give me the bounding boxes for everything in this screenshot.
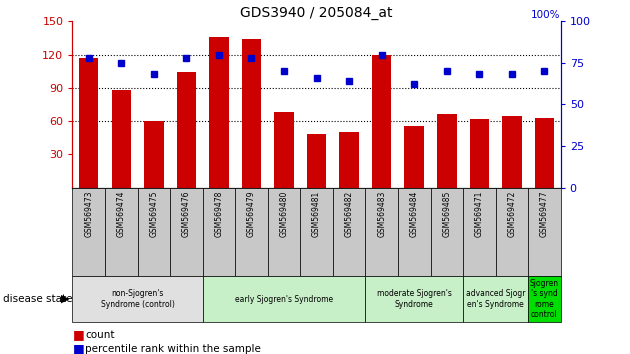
Text: GSM569483: GSM569483 (377, 190, 386, 237)
Text: non-Sjogren's
Syndrome (control): non-Sjogren's Syndrome (control) (101, 290, 175, 309)
Bar (463, 188, 496, 276)
Text: disease state: disease state (3, 294, 72, 304)
Text: 100%: 100% (531, 10, 561, 19)
Bar (496, 188, 528, 276)
Bar (203, 188, 235, 276)
Text: GSM569476: GSM569476 (182, 190, 191, 237)
Bar (79, 58, 98, 188)
Text: ▶: ▶ (60, 294, 69, 304)
Text: GSM569478: GSM569478 (214, 190, 224, 237)
Text: early Sjogren's Syndrome: early Sjogren's Syndrome (235, 295, 333, 304)
Bar (176, 72, 196, 188)
Bar (72, 188, 105, 276)
Text: GSM569484: GSM569484 (410, 190, 419, 237)
Bar (528, 276, 561, 322)
Bar (340, 132, 359, 188)
Bar (209, 37, 229, 188)
Text: ■: ■ (72, 342, 84, 354)
Bar (463, 276, 528, 322)
Bar (372, 55, 391, 188)
Text: GSM569477: GSM569477 (540, 190, 549, 237)
Bar (274, 112, 294, 188)
Bar (469, 119, 489, 188)
Bar (365, 276, 463, 322)
Bar (535, 118, 554, 188)
Bar (437, 114, 457, 188)
Bar (235, 188, 268, 276)
Text: GSM569479: GSM569479 (247, 190, 256, 237)
Text: Sjogren
's synd
rome
control: Sjogren 's synd rome control (530, 279, 559, 319)
Text: GSM569475: GSM569475 (149, 190, 158, 237)
Bar (333, 188, 365, 276)
Bar (72, 276, 203, 322)
Bar (105, 188, 137, 276)
Text: GSM569485: GSM569485 (442, 190, 451, 237)
Text: GSM569471: GSM569471 (475, 190, 484, 237)
Text: GSM569473: GSM569473 (84, 190, 93, 237)
Bar (170, 188, 203, 276)
Bar (365, 188, 398, 276)
Bar (242, 39, 261, 188)
Text: moderate Sjogren's
Syndrome: moderate Sjogren's Syndrome (377, 290, 452, 309)
Bar (398, 188, 430, 276)
Text: ■: ■ (72, 328, 84, 341)
Bar (502, 115, 522, 188)
Text: GSM569482: GSM569482 (345, 190, 353, 236)
Bar (137, 188, 170, 276)
Bar (203, 276, 365, 322)
Bar (430, 188, 463, 276)
Bar (307, 135, 326, 188)
Text: GSM569472: GSM569472 (507, 190, 517, 237)
Text: count: count (85, 330, 115, 339)
Bar (404, 126, 424, 188)
Text: GSM569480: GSM569480 (280, 190, 289, 237)
Text: GSM569474: GSM569474 (117, 190, 126, 237)
Text: advanced Sjogr
en's Syndrome: advanced Sjogr en's Syndrome (466, 290, 525, 309)
Bar (528, 188, 561, 276)
Text: percentile rank within the sample: percentile rank within the sample (85, 344, 261, 354)
Text: GSM569481: GSM569481 (312, 190, 321, 236)
Bar (112, 90, 131, 188)
Title: GDS3940 / 205084_at: GDS3940 / 205084_at (240, 6, 393, 20)
Bar (301, 188, 333, 276)
Bar (144, 121, 164, 188)
Bar (268, 188, 301, 276)
